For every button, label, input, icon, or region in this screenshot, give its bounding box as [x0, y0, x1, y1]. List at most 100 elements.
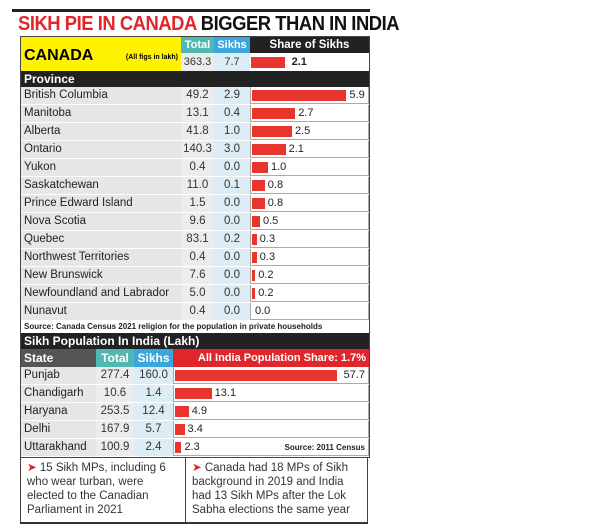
bar [252, 252, 257, 263]
bar [252, 144, 286, 155]
bar [252, 180, 265, 191]
row-sikhs: 0.0 [214, 213, 250, 230]
table-row: Ontario 140.3 3.0 2.1 [21, 141, 369, 159]
table-row: Nunavut 0.4 0.0 0.0 [21, 303, 369, 321]
canada-source: Source: Canada Census 2021 religion for … [24, 322, 323, 331]
row-total: 100.9 [96, 439, 134, 456]
row-total: 83.1 [181, 231, 214, 248]
row-total: 0.4 [181, 303, 214, 320]
row-name: Chandigarh [21, 385, 96, 402]
table-row: Manitoba 13.1 0.4 2.7 [21, 105, 369, 123]
row-bar-cell: 0.3 [250, 249, 369, 266]
bar [252, 108, 296, 119]
row-bar-cell: 0.8 [250, 177, 369, 194]
row-total: 1.5 [181, 195, 214, 212]
bar [252, 270, 256, 281]
row-name: Northwest Territories [21, 249, 181, 266]
row-total: 253.5 [96, 403, 134, 420]
row-sikhs: 0.0 [214, 267, 250, 284]
india-total-header: Total [96, 349, 134, 367]
row-bar-cell: 57.7 [173, 367, 369, 384]
row-name: Yukon [21, 159, 181, 176]
india-header: State Total Sikhs All India Population S… [21, 349, 369, 367]
row-bar-cell: 5.9 [250, 87, 369, 104]
bar [252, 198, 265, 209]
row-sikhs: 0.0 [214, 249, 250, 266]
row-sikhs: 0.2 [214, 231, 250, 248]
table-row: Delhi 167.9 5.7 3.4 [21, 421, 369, 439]
bar-value: 0.0 [255, 305, 271, 317]
total-col: Total 363.3 [181, 37, 214, 71]
row-sikhs: 160.0 [134, 367, 173, 384]
row-total: 140.3 [181, 141, 214, 158]
province-header: Province [21, 71, 369, 87]
infographic: SIKH PIE IN CANADA BIGGER THAN IN INDIA … [12, 9, 400, 524]
canada-share-value: 2.1 [291, 56, 307, 68]
title-red: SIKH PIE IN CANADA [18, 13, 197, 35]
bar-value: 2.5 [295, 125, 311, 137]
row-sikhs: 0.4 [214, 105, 250, 122]
row-total: 10.6 [96, 385, 134, 402]
bar-value: 13.1 [214, 387, 237, 399]
row-name: Ontario [21, 141, 181, 158]
row-bar-cell: 2.3 Source: 2011 Census [173, 439, 369, 456]
canada-table: CANADA (All figs in lakh) Total 363.3 Si… [20, 36, 370, 458]
row-sikhs: 3.0 [214, 141, 250, 158]
row-name: Nunavut [21, 303, 181, 320]
row-bar-cell: 0.2 [250, 267, 369, 284]
table-row: Nova Scotia 9.6 0.0 0.5 [21, 213, 369, 231]
india-share-header: All India Population Share: 1.7% [173, 349, 369, 367]
table-row: Northwest Territories 0.4 0.0 0.3 [21, 249, 369, 267]
row-total: 11.0 [181, 177, 214, 194]
row-bar-cell: 1.0 [250, 159, 369, 176]
bar [252, 162, 268, 173]
bar-value: 0.3 [259, 251, 276, 263]
table-row: New Brunswick 7.6 0.0 0.2 [21, 267, 369, 285]
row-total: 277.4 [96, 367, 134, 384]
table-row: Newfoundland and Labrador 5.0 0.0 0.2 [21, 285, 369, 303]
bar-value: 0.3 [259, 233, 276, 245]
canada-label-box: CANADA (All figs in lakh) [21, 37, 181, 71]
title-black: BIGGER THAN IN INDIA [200, 13, 400, 35]
canada-share: 2.1 [250, 53, 369, 71]
bar [252, 288, 256, 299]
row-name: Nova Scotia [21, 213, 181, 230]
table-row: Prince Edward Island 1.5 0.0 0.8 [21, 195, 369, 213]
bar [175, 424, 185, 435]
row-bar-cell: 2.1 [250, 141, 369, 158]
bar-value: 1.0 [271, 161, 287, 173]
row-name: British Columbia [21, 87, 181, 104]
top-rule [12, 9, 370, 12]
row-sikhs: 1.4 [134, 385, 173, 402]
bar-value: 0.5 [263, 215, 279, 227]
canada-sikhs: 7.7 [214, 53, 250, 71]
title: SIKH PIE IN CANADA BIGGER THAN IN INDIA [18, 12, 400, 36]
row-sikhs: 12.4 [134, 403, 173, 420]
row-sikhs: 5.7 [134, 421, 173, 438]
row-total: 13.1 [181, 105, 214, 122]
notes: ➤ 15 Sikh MPs, including 6 who wear turb… [20, 458, 368, 524]
canada-total: 363.3 [181, 53, 214, 71]
row-total: 167.9 [96, 421, 134, 438]
row-bar-cell: 13.1 [173, 385, 369, 402]
row-total: 0.4 [181, 249, 214, 266]
sikhs-header: Sikhs [214, 37, 250, 53]
bar [175, 442, 182, 453]
row-name: Saskatchewan [21, 177, 181, 194]
total-header: Total [181, 37, 214, 53]
table-row: Quebec 83.1 0.2 0.3 [21, 231, 369, 249]
row-name: Haryana [21, 403, 96, 420]
province-rows: British Columbia 49.2 2.9 5.9 Manitoba 13.1 0.… [21, 87, 369, 321]
row-total: 7.6 [181, 267, 214, 284]
unit-note: (All figs in lakh) [125, 54, 178, 61]
bar-value: 0.2 [258, 287, 274, 299]
canada-label: CANADA [24, 47, 94, 64]
table-row: Yukon 0.4 0.0 1.0 [21, 159, 369, 177]
table-row: Alberta 41.8 1.0 2.5 [21, 123, 369, 141]
row-bar-cell: 0.3 [250, 231, 369, 248]
table-row: Haryana 253.5 12.4 4.9 [21, 403, 369, 421]
share-header: Share of Sikhs [250, 37, 369, 53]
row-bar-cell: 0.2 [250, 285, 369, 302]
table-row: British Columbia 49.2 2.9 5.9 [21, 87, 369, 105]
state-header: State [21, 349, 96, 367]
